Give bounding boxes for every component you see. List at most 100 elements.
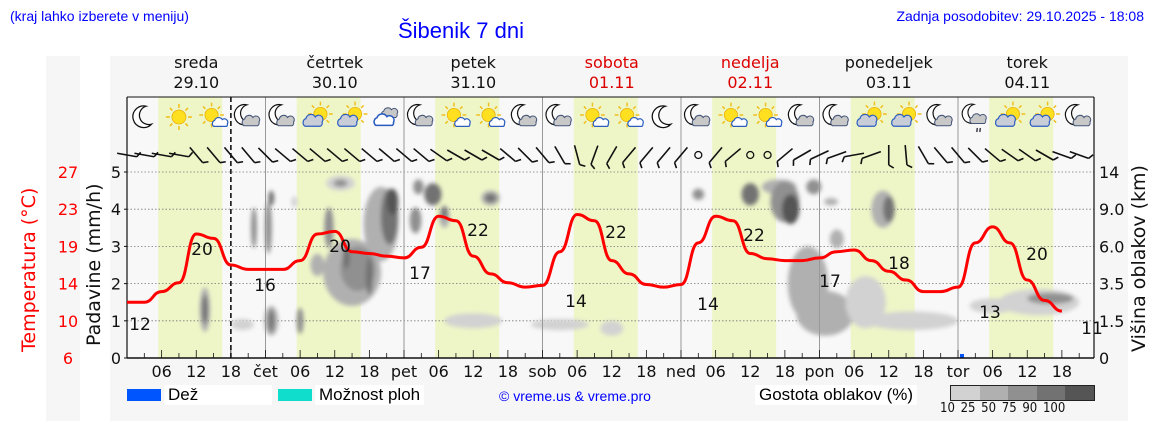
density-swatch — [979, 386, 1009, 400]
day-header-sobota: sobota 01.11 — [542, 53, 682, 93]
wind-barb-icon — [517, 147, 539, 163]
cloud-density-scale-labels: 10 25 50 75 90 100 — [940, 401, 1066, 416]
temperature-tick: 6 — [63, 349, 73, 368]
wind-barb-icon — [792, 149, 812, 166]
day-name: četrtek — [306, 53, 364, 72]
wind-barb-icon — [326, 147, 349, 163]
wind-barb-icon — [309, 147, 331, 163]
page-title: Šibenik 7 dni — [398, 18, 524, 43]
hour-tick-label: 06 — [290, 362, 310, 381]
wind-barb-icon — [904, 144, 913, 169]
cloud-density-blob — [365, 257, 373, 295]
cloud-density-blob — [865, 311, 958, 331]
wind-barb-icon — [429, 148, 453, 162]
temperature-value-label: 22 — [605, 223, 627, 243]
storm-legend-label: Možnost ploh — [315, 385, 425, 405]
precip-tick: 3 — [111, 237, 121, 256]
rain-bar — [960, 354, 964, 358]
cloud-height-axis-title: Višina oblakov (km) — [1128, 165, 1150, 352]
wind-barb-icon — [168, 151, 194, 158]
cloud-density-blob — [692, 188, 705, 200]
temperature-axis-panel — [46, 56, 80, 421]
wind-barb-icon — [1069, 150, 1094, 160]
cloud-density-blob — [409, 207, 422, 234]
temperature-value-label: 11 — [1081, 319, 1103, 339]
hour-tick-label: 18 — [913, 362, 933, 381]
wind-barb-icon — [776, 147, 794, 168]
temperature-value-label: 20 — [1026, 245, 1048, 265]
cloud-density-blob — [424, 183, 442, 206]
daylight-band — [573, 97, 638, 358]
precip-tick: 0 — [111, 349, 121, 368]
wind-barb-icon — [1052, 150, 1077, 160]
cloud-density-blob — [530, 318, 589, 331]
temperature-tick: 19 — [58, 237, 78, 256]
calm-wind-icon — [694, 150, 703, 160]
temperature-tick: 14 — [58, 275, 78, 294]
temperature-tick: 27 — [58, 163, 78, 182]
cloud-density-label: Gostota oblakov (%) — [755, 385, 918, 405]
menu-hint-link[interactable]: (kraj lahko izberete v meniju) — [10, 8, 189, 24]
hour-tick-label: 18 — [359, 362, 379, 381]
hour-tick-label: 18 — [636, 362, 656, 381]
calm-wind-icon — [746, 150, 755, 160]
wind-barb-icon — [481, 149, 505, 161]
hour-tick-label: 12 — [879, 362, 899, 381]
cloud-density-blob — [741, 183, 759, 206]
cloud-density-blob — [296, 307, 304, 334]
hour-tick-label: pon — [804, 362, 834, 381]
wind-barb-icon — [825, 150, 847, 165]
hour-tick-label: 18 — [775, 362, 795, 381]
cloud-density-blob — [600, 320, 624, 336]
hour-tick-label: sob — [528, 362, 556, 381]
wind-barb-icon — [499, 147, 522, 163]
cloud-density-blob — [342, 246, 350, 269]
hour-tick-label: 06 — [982, 362, 1002, 381]
density-swatch — [1065, 386, 1094, 400]
precip-tick: 2 — [111, 275, 121, 294]
hour-tick-label: ned — [666, 362, 696, 381]
cloud-density-blob — [484, 193, 497, 203]
temperature-value-label: 16 — [254, 276, 276, 296]
last-update: Zadnja posodobitev: 29.10.2025 - 18:08 — [896, 8, 1144, 24]
hour-tick-label: 06 — [705, 362, 725, 381]
cloud-density-blob — [250, 207, 257, 249]
wind-barb-icon — [343, 147, 366, 163]
cloud-density-blob — [882, 196, 895, 223]
wind-barb-icon — [606, 145, 618, 170]
day-name: torek — [1006, 53, 1048, 72]
wind-barb-icon — [446, 149, 471, 161]
day-date: 31.10 — [450, 73, 497, 92]
daylight-band — [158, 97, 223, 358]
hour-tick-label: 12 — [463, 362, 483, 381]
hour-tick-label: 12 — [186, 362, 206, 381]
day-date: 30.10 — [311, 73, 358, 92]
hour-tick-label: 12 — [740, 362, 760, 381]
wind-barb-icon — [413, 147, 435, 163]
wind-barb-icon — [206, 146, 226, 164]
calm-wind-icon — [763, 150, 772, 160]
cloud-density-blob — [291, 196, 298, 208]
precip-tick: 4 — [111, 200, 121, 219]
day-name: nedelja — [720, 53, 780, 72]
day-header-sreda: sreda 29.10 — [126, 53, 266, 93]
wind-barb-icon — [590, 145, 599, 170]
daylight-band — [712, 97, 777, 358]
wind-barb-icon — [639, 146, 654, 169]
rain-legend-swatch — [127, 389, 161, 401]
temperature-value-label: 22 — [743, 226, 765, 246]
hour-tick-label: 12 — [1017, 362, 1037, 381]
wind-barb-icon — [967, 147, 989, 163]
day-name: ponedeljek — [844, 53, 933, 72]
wind-barb-icon — [464, 149, 488, 161]
hour-tick-label: 12 — [325, 362, 345, 381]
density-swatch — [1008, 386, 1037, 400]
copyright-link[interactable]: © vreme.us & vreme.pro — [499, 388, 651, 404]
temperature-value-label: 17 — [819, 272, 841, 292]
cloud-height-tick: 6.0 — [1099, 237, 1124, 256]
wind-barb-icon — [724, 147, 742, 168]
wind-barb-icon — [223, 146, 244, 164]
precip-tick: 5 — [111, 163, 121, 182]
wind-barb-icon — [950, 146, 971, 164]
cloud-height-tick: 1.5 — [1099, 312, 1124, 331]
